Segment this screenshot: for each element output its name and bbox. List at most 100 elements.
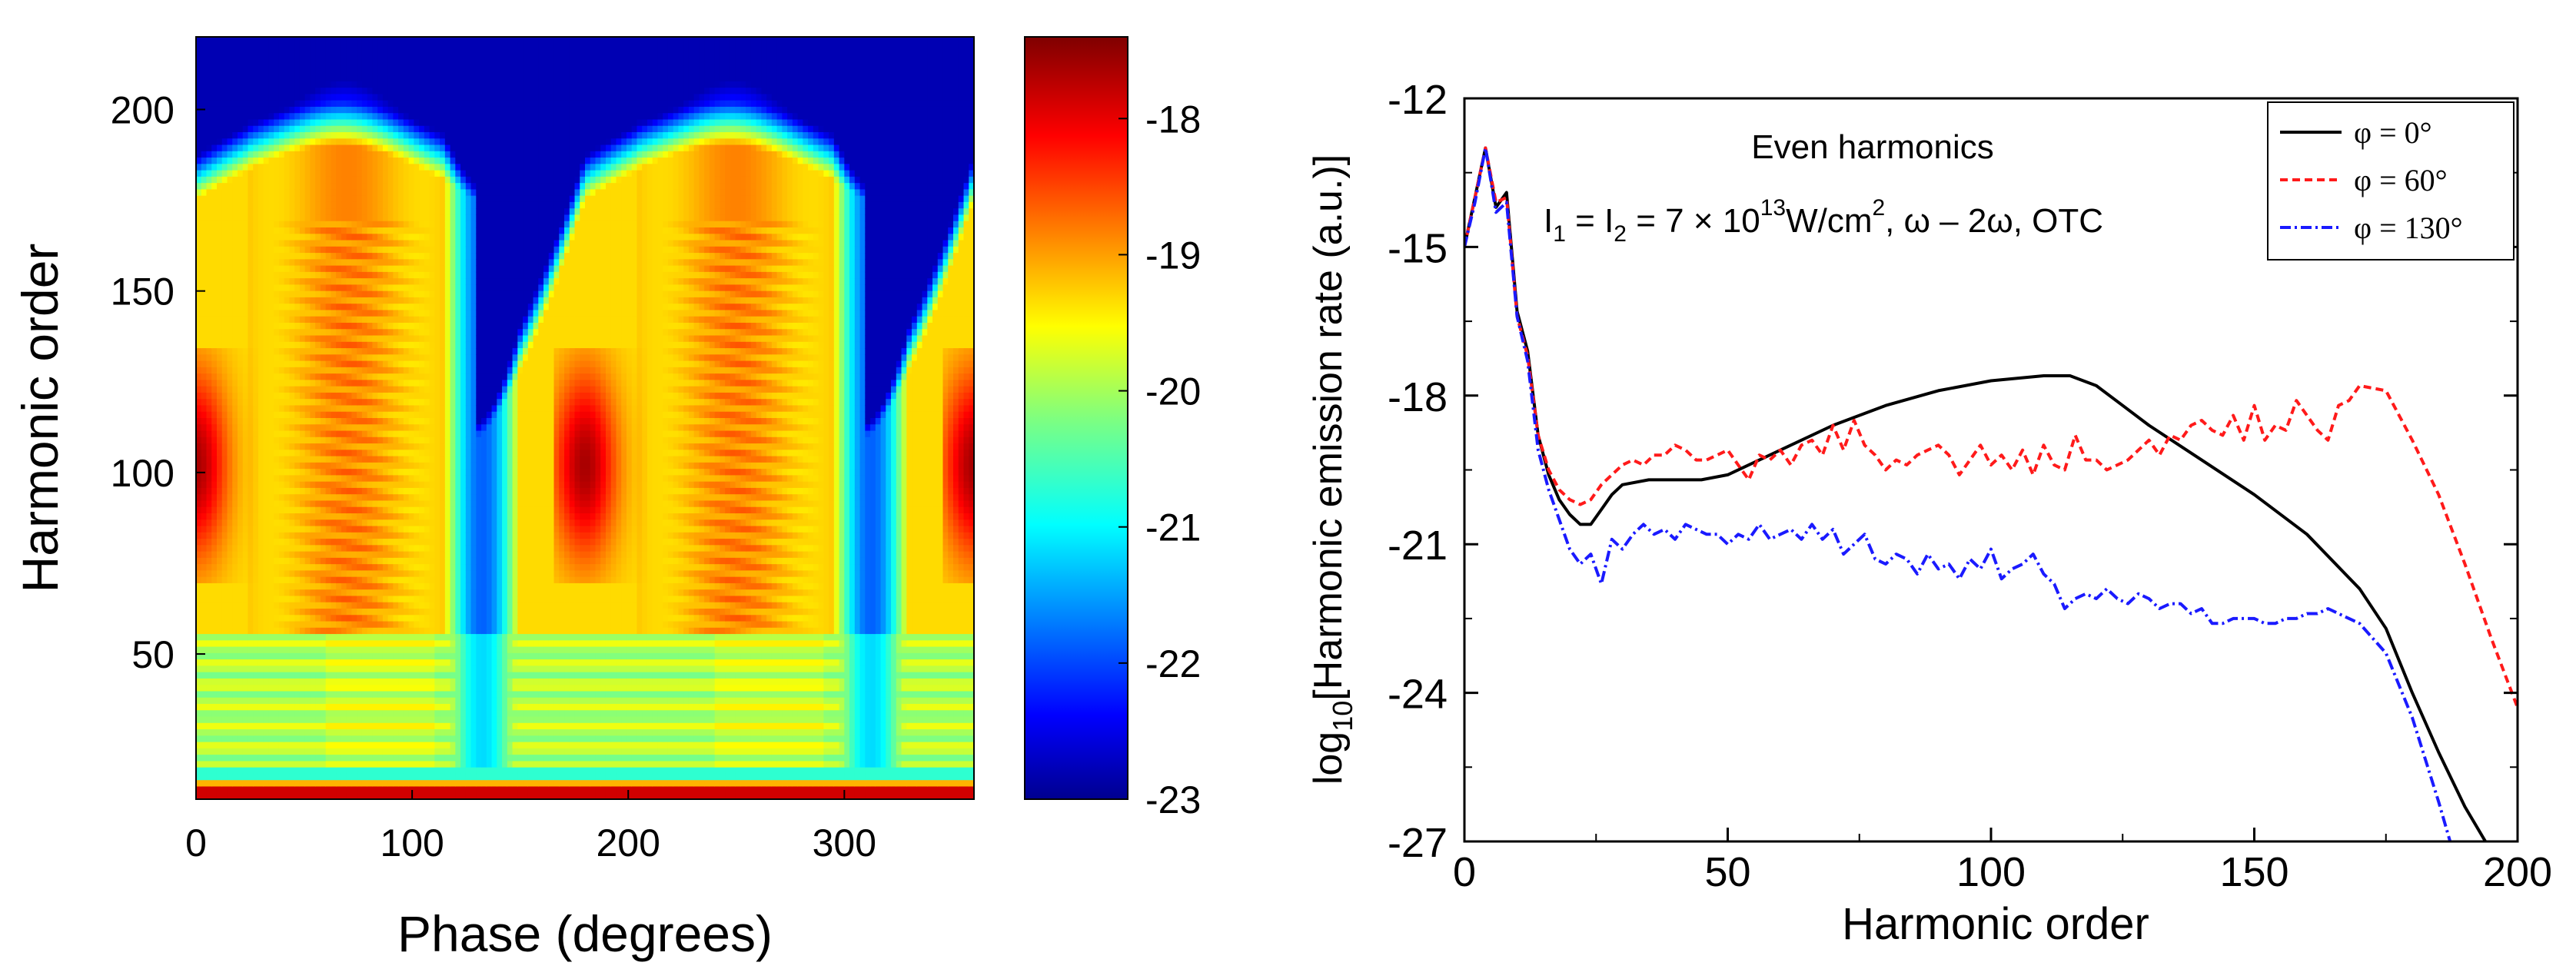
heatmap-cell (351, 564, 357, 571)
heatmap-cell (196, 125, 202, 133)
heatmap-cell (398, 170, 404, 178)
heatmap-cell (196, 259, 202, 267)
heatmap-cell (382, 557, 389, 565)
heatmap-cell (206, 373, 212, 380)
heatmap-cell (336, 49, 342, 57)
heatmap-cell (367, 526, 373, 533)
heatmap-cell (227, 761, 233, 768)
heatmap-cell (258, 208, 264, 216)
heatmap-cell (206, 462, 212, 470)
heatmap-cell (237, 481, 244, 489)
heatmap-cell (242, 81, 249, 88)
heatmap-cell (408, 208, 414, 216)
heatmap-cell (242, 494, 249, 502)
heatmap-cell (232, 323, 238, 330)
heatmap-cell (278, 170, 285, 178)
heatmap-cell (393, 539, 399, 546)
heatmap-cell (278, 304, 285, 311)
heatmap-cell (403, 234, 410, 241)
heatmap-cell (201, 158, 208, 164)
heatmap-cell (361, 494, 368, 502)
heatmap-cell (253, 742, 259, 749)
heatmap-cell (242, 94, 249, 101)
heatmap-cell (211, 462, 218, 470)
heatmap-cell (393, 341, 399, 349)
heatmap-cell (268, 685, 274, 692)
heatmap-cell (315, 119, 321, 127)
heatmap-cell (331, 138, 337, 146)
heatmap-cell (294, 240, 301, 247)
heatmap-cell (268, 246, 274, 254)
heatmap-cell (211, 792, 218, 799)
heatmap-cell (377, 621, 384, 629)
heatmap-cell (304, 634, 311, 641)
heatmap-cell (294, 189, 301, 197)
heatmap-cell (258, 462, 264, 470)
heatmap-cell (346, 755, 352, 762)
heatmap-cell (221, 151, 228, 158)
heatmap-cell (403, 735, 410, 743)
heatmap-cell (201, 113, 208, 121)
heatmap-cell (221, 773, 228, 781)
heatmap-cell (299, 297, 306, 304)
heatmap-cell (393, 158, 399, 164)
heatmap-cell (403, 265, 410, 273)
heatmap-cell (304, 456, 311, 463)
heatmap-cell (278, 672, 285, 679)
heatmap-cell (248, 767, 254, 775)
heatmap-cell (398, 201, 404, 209)
heatmap-cell (227, 164, 233, 171)
heatmap-cell (398, 532, 404, 539)
heatmap-cell (351, 170, 357, 178)
heatmap-cell (196, 88, 202, 95)
heatmap-cell (377, 132, 384, 139)
heatmap-cell (325, 399, 332, 407)
heatmap-cell (289, 323, 295, 330)
heatmap-cell (393, 201, 399, 209)
heatmap-cell (403, 373, 410, 380)
heatmap-cell (336, 144, 342, 152)
heatmap-cell (367, 716, 373, 724)
heatmap-cell (351, 436, 357, 444)
heatmap-cell (382, 672, 389, 679)
heatmap-cell (346, 532, 352, 539)
heatmap-cell (367, 627, 373, 635)
heatmap-cell (206, 704, 212, 711)
heatmap-cell (341, 348, 347, 355)
heatmap-cell (357, 392, 363, 400)
heatmap-cell (299, 602, 306, 609)
heatmap-cell (196, 710, 202, 718)
heatmap-cell (221, 405, 228, 413)
heatmap-cell (336, 176, 342, 184)
heatmap-cell (299, 94, 306, 101)
heatmap-cell (367, 685, 373, 692)
heatmap-cell (299, 164, 306, 171)
heatmap-cell (278, 183, 285, 190)
heatmap-cell (227, 386, 233, 393)
heatmap-cell (398, 469, 404, 476)
heatmap-cell (387, 475, 394, 483)
heatmap-cell (393, 68, 399, 76)
heatmap-cell (253, 138, 259, 146)
heatmap-cell (299, 144, 306, 152)
heatmap-cell (325, 418, 332, 425)
heatmap-cell (382, 271, 389, 279)
heatmap-cell (310, 609, 316, 616)
heatmap-cell (310, 418, 316, 425)
heatmap-cell (263, 49, 270, 57)
heatmap-cell (294, 665, 301, 673)
heatmap-cell (196, 786, 202, 794)
heatmap-cell (361, 748, 368, 755)
heatmap-cell (242, 602, 249, 609)
heatmap-cell (304, 170, 311, 178)
heatmap-cell (372, 621, 378, 629)
heatmap-cell (278, 68, 285, 76)
heatmap-cell (227, 144, 233, 152)
heatmap-cell (278, 348, 285, 355)
heatmap-cell (398, 55, 404, 63)
heatmap-cell (372, 81, 378, 88)
heatmap-cell (367, 55, 373, 63)
heatmap-cell (284, 722, 291, 730)
heatmap-cell (403, 672, 410, 679)
